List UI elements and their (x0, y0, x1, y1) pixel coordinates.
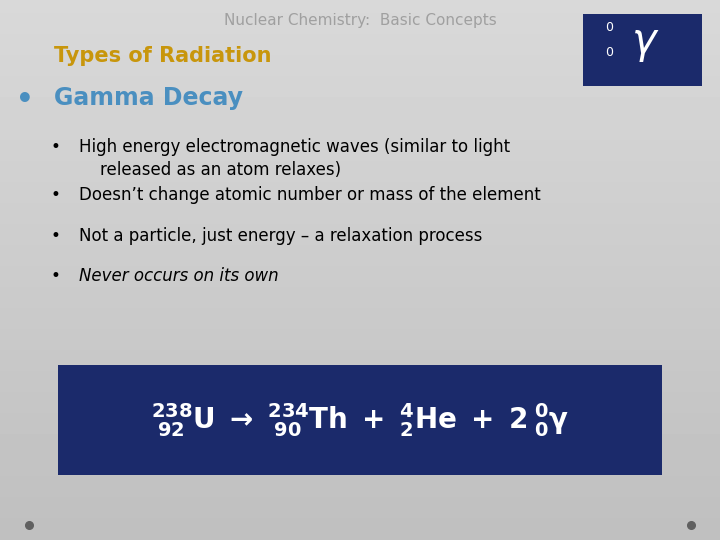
Text: •: • (16, 86, 34, 114)
FancyBboxPatch shape (58, 364, 662, 475)
Text: Types of Radiation: Types of Radiation (54, 46, 271, 66)
Text: Never occurs on its own: Never occurs on its own (79, 267, 279, 285)
Text: High energy electromagnetic waves (similar to light
    released as an atom rela: High energy electromagnetic waves (simil… (79, 138, 510, 179)
Text: Doesn’t change atomic number or mass of the element: Doesn’t change atomic number or mass of … (79, 186, 541, 204)
Text: Not a particle, just energy – a relaxation process: Not a particle, just energy – a relaxati… (79, 227, 482, 245)
Text: 0: 0 (605, 21, 613, 33)
Text: Nuclear Chemistry:  Basic Concepts: Nuclear Chemistry: Basic Concepts (224, 14, 496, 29)
Text: $\gamma$: $\gamma$ (631, 22, 660, 64)
FancyBboxPatch shape (583, 14, 702, 86)
Text: •: • (50, 227, 60, 245)
Text: Gamma Decay: Gamma Decay (54, 86, 243, 110)
Text: $\mathregular{^{238}_{\ 92}U\ \rightarrow\ ^{234}_{\ 90}Th\ +\ ^{4}_{2}He\ +\ 2^: $\mathregular{^{238}_{\ 92}U\ \rightarro… (151, 401, 569, 439)
Text: •: • (50, 186, 60, 204)
Text: •: • (50, 138, 60, 156)
Text: •: • (50, 267, 60, 285)
Text: 0: 0 (605, 46, 613, 59)
